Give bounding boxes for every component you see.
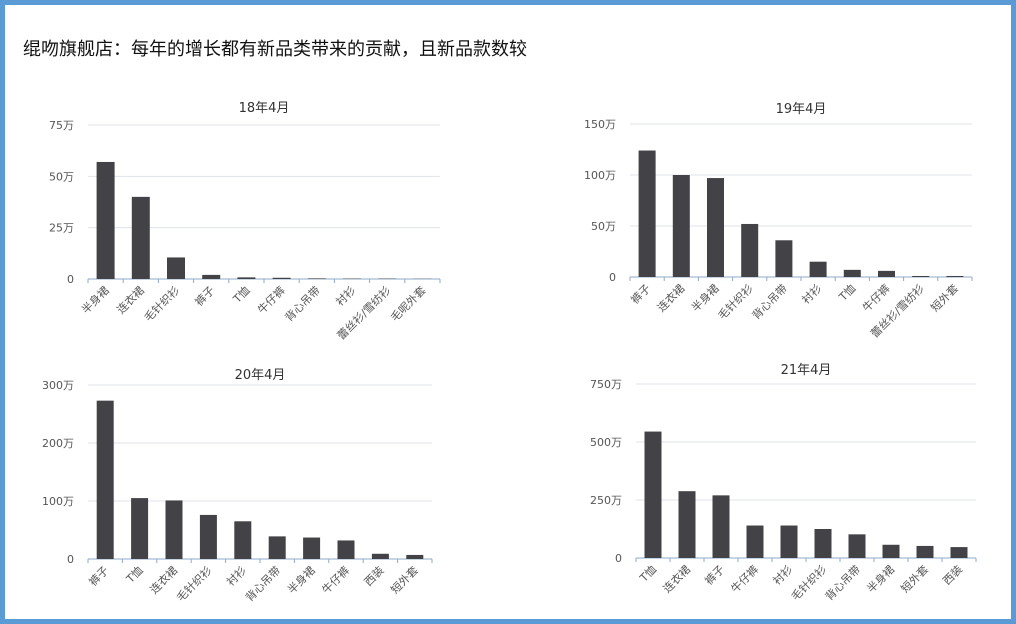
chart-title: 21年4月 [781,363,832,378]
bar [882,544,900,558]
y-tick-label: 300万 [42,379,74,392]
bar [678,491,696,558]
bar [916,545,934,558]
x-tick-label: 连衣裙 [660,562,693,595]
y-tick-label: 0 [609,271,616,284]
bar [672,175,690,277]
bar [406,554,424,559]
bar [131,196,150,279]
bar [950,547,968,558]
y-tick-label: 750万 [590,378,622,391]
y-tick-label: 0 [615,552,622,565]
bar [167,257,185,279]
bar [96,400,114,559]
bar [878,270,895,277]
x-tick-label: 西装 [940,563,965,588]
x-tick-label: 半身裙 [864,562,897,595]
bar [707,178,724,277]
bar [303,537,321,559]
bar [199,514,217,559]
bar [946,275,964,277]
bar [809,261,827,277]
bar [814,529,832,558]
x-tick-label: 衬衫 [770,563,795,588]
bar [202,274,221,279]
y-tick-label: 25万 [49,222,74,235]
y-tick-label: 100万 [42,495,74,508]
bar [775,240,793,277]
y-tick-label: 50万 [591,220,616,233]
chart-title: 20年4月 [235,368,286,383]
y-tick-label: 75万 [49,119,74,132]
bar [780,525,798,558]
y-tick-label: 100万 [584,169,616,182]
x-tick-label: 背心吊带 [822,562,863,603]
bar [131,498,149,559]
bar [848,534,866,558]
bar [272,277,291,279]
bar [234,521,252,559]
bar [165,500,183,559]
x-tick-label: 牛仔裤 [728,562,761,595]
bar [96,161,115,279]
bar [237,277,256,279]
chart-title: 19年4月 [776,102,827,117]
y-tick-label: 150万 [584,118,616,131]
y-tick-label: 200万 [42,437,74,450]
bar [307,278,326,279]
x-tick-label: T恤 [637,563,659,585]
y-tick-label: 50万 [49,170,74,183]
bar [644,431,662,558]
x-tick-label: 毛针织衫 [788,562,829,603]
chart-title: 18年4月 [239,101,290,116]
y-tick-label: 0 [67,273,74,286]
bar [712,495,730,558]
bar [371,553,389,559]
y-tick-label: 500万 [590,436,622,449]
bar [746,525,764,558]
x-tick-label: 裤子 [702,562,727,587]
x-tick-label: 短外套 [898,562,931,595]
page-title: 绲吻旗舰店：每年的增长都有新品类带来的贡献，且新品款数较 [23,39,527,60]
bar [337,540,355,559]
bar [843,269,861,277]
bar [268,536,286,559]
bar [638,150,656,277]
bar [912,275,930,277]
bar [741,223,759,277]
y-tick-label: 250万 [590,494,622,507]
y-tick-label: 0 [67,553,74,566]
